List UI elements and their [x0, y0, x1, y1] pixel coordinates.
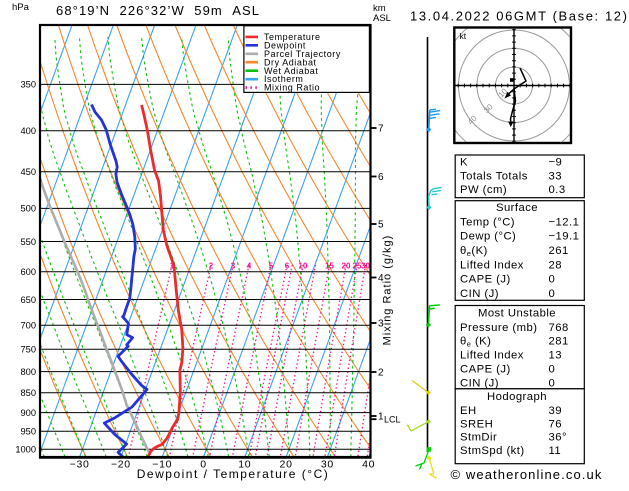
svg-text:SREH: SREH	[460, 418, 493, 430]
svg-text:400: 400	[20, 126, 36, 136]
svg-text:7: 7	[378, 124, 384, 135]
svg-text:5: 5	[378, 220, 384, 231]
svg-text:Temp (°C): Temp (°C)	[460, 216, 515, 228]
svg-text:600: 600	[20, 267, 36, 277]
svg-text:800: 800	[20, 367, 36, 377]
svg-text:−10: −10	[152, 459, 172, 471]
svg-text:261: 261	[549, 245, 569, 257]
svg-text:Mixing Ratio (g/kg): Mixing Ratio (g/kg)	[382, 235, 394, 346]
svg-text:Lifted Index: Lifted Index	[460, 259, 524, 271]
svg-text:700: 700	[20, 321, 36, 331]
svg-text:−19.1: −19.1	[549, 231, 580, 243]
svg-text:5: 5	[269, 262, 274, 271]
svg-text:281: 281	[549, 336, 569, 348]
svg-text:4: 4	[247, 262, 252, 271]
svg-text:−30: −30	[70, 459, 90, 471]
svg-text:kt: kt	[460, 31, 467, 41]
svg-text:θe(K): θe(K)	[460, 245, 488, 258]
svg-text:0: 0	[549, 274, 556, 286]
svg-text:Hodograph: Hodograph	[487, 391, 547, 403]
svg-text:hPa: hPa	[12, 2, 30, 13]
svg-text:68°19’N 226°32’W 59m ASL: 68°19’N 226°32’W 59m ASL	[56, 3, 260, 18]
svg-text:20: 20	[280, 459, 293, 471]
svg-text:1: 1	[378, 412, 384, 423]
svg-text:StmSpd (kt): StmSpd (kt)	[460, 445, 525, 457]
svg-text:Isotherm: Isotherm	[264, 74, 303, 84]
svg-text:CIN (J): CIN (J)	[460, 377, 499, 389]
svg-text:Dewpoint / Temperature (°C): Dewpoint / Temperature (°C)	[137, 467, 329, 481]
svg-text:768: 768	[549, 322, 569, 334]
svg-text:PW (cm): PW (cm)	[460, 184, 507, 196]
svg-text:CIN (J): CIN (J)	[460, 288, 499, 300]
svg-text:950: 950	[20, 427, 36, 437]
svg-text:850: 850	[20, 388, 36, 398]
svg-text:3: 3	[231, 262, 236, 271]
svg-text:900: 900	[20, 408, 36, 418]
svg-text:500: 500	[20, 204, 36, 214]
svg-text:0.3: 0.3	[549, 184, 566, 196]
svg-text:0: 0	[549, 377, 556, 389]
svg-text:40: 40	[362, 459, 375, 471]
svg-text:4: 4	[378, 273, 384, 284]
svg-text:15: 15	[325, 262, 334, 271]
svg-text:−9: −9	[549, 156, 563, 168]
svg-text:Totals Totals: Totals Totals	[460, 171, 528, 183]
svg-text:−20: −20	[111, 459, 131, 471]
svg-text:39: 39	[549, 405, 562, 417]
svg-text:EH: EH	[460, 405, 477, 417]
svg-text:2: 2	[209, 262, 214, 271]
svg-text:K: K	[460, 156, 468, 168]
svg-text:Pressure (mb): Pressure (mb)	[460, 322, 537, 334]
svg-text:km: km	[373, 3, 386, 14]
svg-text:1000: 1000	[15, 445, 36, 455]
svg-text:30: 30	[321, 459, 334, 471]
svg-text:Dewpoint: Dewpoint	[264, 40, 306, 50]
svg-text:Dewp (°C): Dewp (°C)	[460, 231, 516, 243]
svg-text:28: 28	[549, 259, 562, 271]
svg-text:25: 25	[353, 262, 362, 271]
svg-text:11: 11	[549, 445, 562, 457]
svg-text:0: 0	[549, 364, 556, 376]
svg-text:CAPE (J): CAPE (J)	[460, 364, 511, 376]
svg-text:10: 10	[238, 459, 251, 471]
svg-text:0: 0	[200, 459, 207, 471]
svg-text:650: 650	[20, 295, 36, 305]
svg-text:CAPE (J): CAPE (J)	[460, 274, 511, 286]
svg-text:StmDir: StmDir	[460, 432, 497, 444]
svg-text:2: 2	[378, 368, 384, 379]
svg-text:θe (K): θe (K)	[460, 336, 491, 349]
svg-text:Temperature: Temperature	[264, 32, 321, 42]
svg-text:350: 350	[20, 80, 36, 90]
svg-text:750: 750	[20, 345, 36, 355]
svg-text:© weatheronline.co.uk: © weatheronline.co.uk	[451, 467, 603, 482]
svg-text:Lifted Index: Lifted Index	[460, 350, 524, 362]
svg-text:13: 13	[549, 350, 562, 362]
svg-text:Wet Adiabat: Wet Adiabat	[264, 66, 318, 76]
svg-text:20: 20	[342, 262, 351, 271]
svg-text:LCL: LCL	[384, 414, 401, 424]
svg-text:6: 6	[285, 262, 290, 271]
svg-text:30: 30	[361, 262, 370, 271]
svg-text:Surface: Surface	[496, 202, 538, 214]
svg-text:550: 550	[20, 237, 36, 247]
svg-text:Parcel Trajectory: Parcel Trajectory	[264, 49, 341, 59]
svg-text:3: 3	[378, 319, 384, 330]
svg-text:10: 10	[299, 262, 308, 271]
svg-text:33: 33	[549, 171, 562, 183]
svg-text:6: 6	[378, 172, 384, 183]
svg-text:Most Unstable: Most Unstable	[478, 308, 556, 320]
svg-text:0: 0	[549, 288, 556, 300]
svg-text:Mixing Ratio: Mixing Ratio	[264, 83, 320, 93]
svg-text:Dry Adiabat: Dry Adiabat	[264, 57, 317, 67]
svg-text:76: 76	[549, 418, 562, 430]
svg-text:ASL: ASL	[373, 13, 391, 24]
svg-text:36°: 36°	[549, 432, 567, 444]
svg-text:1: 1	[170, 262, 175, 271]
svg-text:450: 450	[20, 167, 36, 177]
svg-text:−12.1: −12.1	[549, 216, 580, 228]
svg-text:13.04.2022 06GMT (Base: 12): 13.04.2022 06GMT (Base: 12)	[410, 9, 629, 24]
